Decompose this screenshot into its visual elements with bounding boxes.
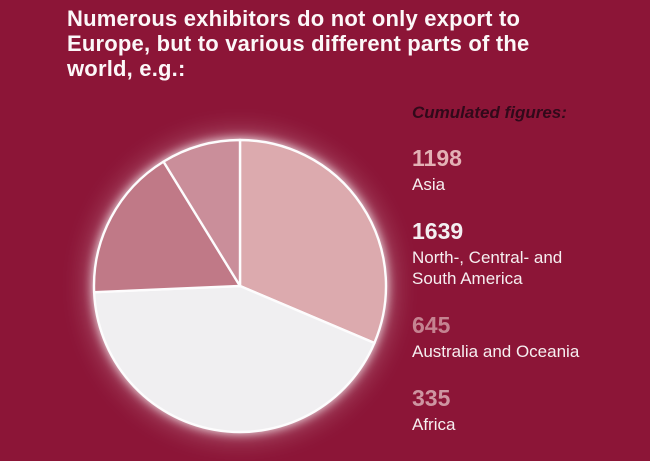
legend-item-africa: 335 Africa — [412, 385, 622, 435]
legend-item-americas: 1639 North-, Central- and South America — [412, 218, 622, 289]
legend-item-australia-oceania: 645 Australia and Oceania — [412, 312, 622, 362]
legend-value-asia: 1198 — [412, 145, 462, 171]
legend-value-africa: 335 — [412, 385, 451, 411]
pie-slice-asia — [238, 138, 388, 345]
pie-slices — [92, 138, 388, 434]
pie-slice-australia-and-oceania — [92, 160, 242, 294]
legend-item-asia: 1198 Asia — [412, 145, 622, 195]
pie-chart-svg — [92, 138, 388, 434]
page-title: Numerous exhibitors do not only export t… — [67, 6, 587, 81]
legend-heading: Cumulated figures: — [412, 103, 567, 122]
legend-label-americas: North-, Central- and South America — [412, 248, 563, 288]
legend-label-africa: Africa — [412, 415, 456, 434]
pie-chart — [70, 116, 410, 456]
pie-slice-africa — [162, 138, 242, 288]
title-line-3: world, e.g.: — [67, 56, 186, 81]
legend: Cumulated figures: 1198 Asia 1639 North-… — [412, 103, 622, 458]
legend-label-australia-oceania: Australia and Oceania — [412, 342, 580, 361]
title-line-1: Numerous exhibitors do not only export t… — [67, 6, 521, 31]
title-line-2: Europe, but to various different parts o… — [67, 31, 530, 56]
infographic-canvas: Numerous exhibitors do not only export t… — [67, 6, 587, 434]
legend-value-australia-oceania: 645 — [412, 312, 451, 338]
legend-value-americas: 1639 — [412, 218, 464, 244]
legend-label-asia: Asia — [412, 175, 446, 194]
